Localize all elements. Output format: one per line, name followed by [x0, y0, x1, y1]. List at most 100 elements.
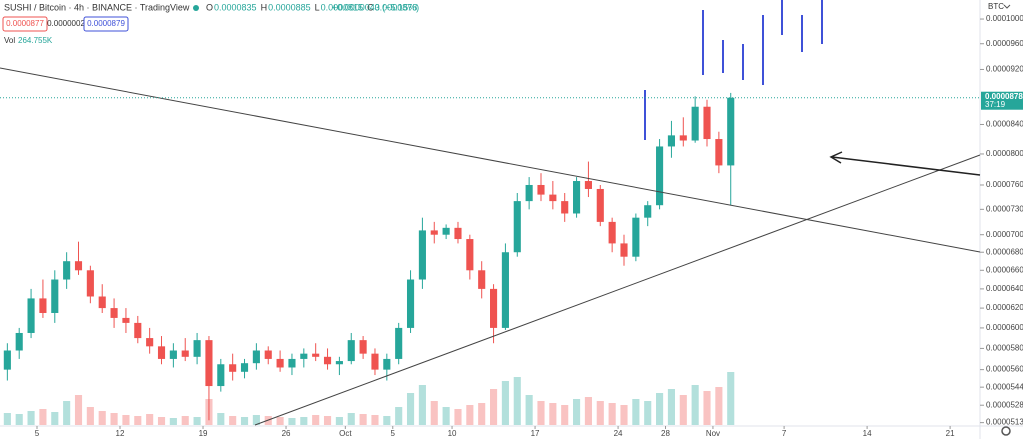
- y-tick-label: 0.0000680: [986, 247, 1023, 256]
- sell-price[interactable]: 0.0000877: [6, 19, 44, 28]
- volume-bar: [63, 401, 71, 425]
- change: +0.0000043 (+5.15%): [332, 2, 419, 12]
- volume-bar: [335, 417, 343, 425]
- candle-body: [359, 340, 367, 354]
- y-tick-label: 0.0000560: [986, 365, 1023, 374]
- volume-bar: [122, 415, 130, 425]
- spread: 0.0000002: [47, 19, 85, 28]
- volume-bar: [632, 399, 640, 425]
- volume-bar: [490, 389, 498, 425]
- ohlc-key: L: [315, 2, 320, 12]
- volume-bar: [371, 415, 379, 425]
- x-tick-label: 5: [391, 429, 396, 438]
- candle-body: [395, 327, 403, 359]
- ohlc-value: 0.0000815: [321, 2, 364, 12]
- volume-bar: [418, 385, 426, 425]
- candle-body: [596, 188, 604, 222]
- x-tick-label: 21: [946, 429, 955, 438]
- y-tick-label: 0.0000580: [986, 344, 1023, 353]
- candle-body: [501, 252, 509, 328]
- candle-body: [74, 261, 83, 271]
- volume-bar: [549, 403, 557, 425]
- volume-bar: [715, 387, 723, 425]
- candle-body: [157, 346, 166, 359]
- y-tick-label: 0.0000513: [986, 418, 1023, 427]
- volume-bar: [312, 415, 320, 425]
- candle-body: [312, 353, 320, 357]
- volume-bar: [3, 413, 11, 425]
- y-tick-label: 0.0000840: [986, 120, 1023, 129]
- ohlc-key: C: [367, 2, 374, 12]
- buy-price[interactable]: 0.0000879: [87, 19, 125, 28]
- volume-bar: [51, 412, 59, 425]
- y-tick-label: 0.0000544: [986, 382, 1023, 391]
- y-tick-label: 0.0000920: [986, 65, 1023, 74]
- x-tick-label: Oct: [339, 429, 352, 438]
- vol-label: Vol: [4, 36, 15, 45]
- candle-body: [584, 181, 592, 189]
- volume-bar: [442, 407, 450, 425]
- x-tick-label: 7: [782, 429, 787, 438]
- candle-body: [27, 298, 35, 333]
- countdown: 37:19: [985, 100, 1006, 109]
- volume-bar: [679, 395, 687, 425]
- candle-body: [323, 356, 332, 365]
- candle-body: [442, 227, 450, 235]
- candle-body: [193, 340, 201, 357]
- symbol: SUSHI / Bitcoin · 4h · BINANCE · Trading…: [4, 2, 190, 12]
- volume-bar: [252, 415, 260, 425]
- volume-bar: [86, 407, 94, 425]
- ohlc: O 0.0000835 H 0.0000885 L 0.0000815 C 0.0000878: [206, 2, 417, 12]
- y-tick-label: 0.0000760: [986, 180, 1023, 189]
- ohlc-value: 0.0000835: [214, 2, 257, 12]
- x-tick-label: 24: [614, 429, 623, 438]
- candle-body: [466, 239, 474, 271]
- candle-body: [537, 184, 545, 195]
- candle-body: [146, 338, 154, 347]
- candle-body: [217, 364, 225, 387]
- candle-body: [15, 332, 23, 351]
- volume-bar: [74, 395, 83, 425]
- bars-pattern: [644, 0, 823, 140]
- candle-body: [667, 135, 675, 147]
- volume-bar: [644, 401, 652, 425]
- candle-body: [727, 97, 735, 166]
- candle-body: [134, 322, 142, 339]
- volume-bar: [525, 395, 533, 425]
- dropdown-icon[interactable]: [1003, 4, 1011, 9]
- candle-body: [608, 221, 616, 244]
- sell-button[interactable]: [2, 16, 48, 32]
- y-tick-label: 0.0000620: [986, 303, 1023, 312]
- candle-body: [703, 106, 711, 140]
- candle-body: [656, 146, 664, 206]
- trend-line: [0, 67, 981, 253]
- volume-bar: [537, 401, 545, 425]
- candle-body: [169, 350, 177, 359]
- arrow-head: [829, 151, 843, 164]
- settings-icon[interactable]: [1001, 426, 1011, 436]
- candle-body: [240, 363, 249, 372]
- volume-bar: [395, 407, 403, 425]
- candle-body: [39, 298, 47, 313]
- candle-body: [406, 279, 415, 328]
- candle-body: [229, 364, 237, 372]
- candle-body: [86, 270, 94, 297]
- volume-bar: [146, 414, 154, 425]
- currency[interactable]: BTC: [988, 2, 1004, 11]
- candle-body: [205, 340, 213, 387]
- candle-body: [98, 296, 106, 309]
- candle-body: [478, 270, 486, 289]
- candle-body: [51, 279, 59, 313]
- candle-body: [335, 361, 343, 365]
- candle-body: [644, 205, 652, 218]
- volume-bar: [596, 401, 604, 425]
- candle-body: [300, 353, 308, 359]
- buy-button[interactable]: [83, 16, 129, 32]
- price-tag: [981, 91, 1023, 110]
- x-tick-label: 17: [531, 429, 540, 438]
- candle-body: [3, 350, 11, 370]
- volume-bar: [39, 409, 47, 425]
- arrow: [831, 156, 981, 176]
- volume-bar: [454, 409, 462, 425]
